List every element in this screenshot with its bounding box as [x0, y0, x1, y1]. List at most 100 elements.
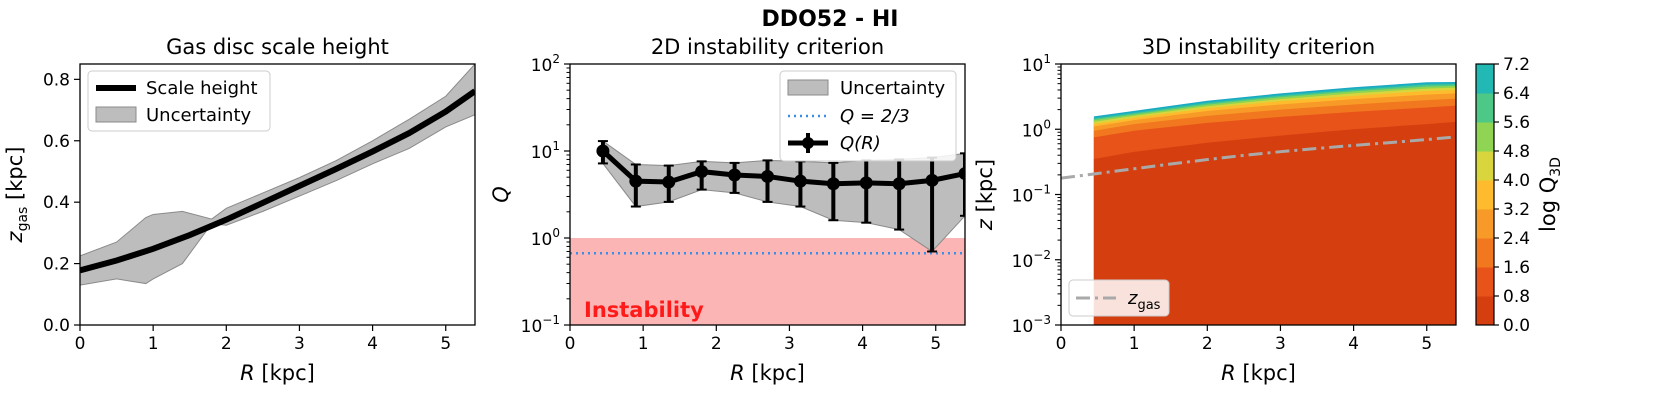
y-axis-label: Q	[489, 186, 513, 203]
colorbar-segment	[1476, 151, 1494, 181]
legend-label: Uncertainty	[840, 78, 946, 99]
legend-label: zgas	[1127, 288, 1161, 313]
legend-label: Q(R)	[840, 133, 881, 154]
x-tick-label: 4	[367, 334, 378, 354]
x-tick-label: 2	[711, 334, 722, 354]
legend: Uncertainty Q = 2/3 Q(R)	[779, 70, 957, 162]
legend-swatch-band	[95, 106, 137, 123]
x-tick-label: 4	[1348, 334, 1359, 354]
x-tick-label: 3	[294, 334, 305, 354]
x-axis-label: R [kpc]	[730, 361, 805, 385]
legend: Scale height Uncertainty	[87, 70, 271, 132]
q-point	[728, 168, 742, 182]
q-point	[695, 165, 709, 179]
q-point	[958, 167, 965, 181]
legend-box	[1068, 279, 1170, 317]
x-tick-label: 2	[1202, 334, 1213, 354]
x-tick-label: 5	[440, 334, 451, 354]
y-tick-label: 0.2	[43, 255, 70, 275]
y-tick-label: 100	[531, 226, 560, 250]
x-tick-label: 1	[638, 334, 649, 354]
legend-swatch-marker	[802, 137, 814, 149]
y-tick-label: 10−1	[1012, 183, 1051, 207]
panel-2d-instability: Instability 10−1 100 101 1 0 2 2D instability c…	[489, 35, 966, 385]
legend-label: Q = 2/3	[840, 106, 910, 127]
contour-level	[1093, 121, 1456, 325]
colorbar-frame	[1475, 63, 1495, 326]
panel-title: 3D instability criterion	[1142, 35, 1375, 59]
x-tick-label: 1	[148, 334, 159, 354]
instability-label: Instability	[584, 298, 704, 322]
q-point	[859, 176, 873, 190]
y-tick-label: 10−2	[1012, 248, 1051, 272]
colorbar-segment	[1476, 93, 1494, 123]
axes-frame	[1060, 63, 1457, 326]
q-point	[662, 175, 676, 189]
q-point	[761, 169, 774, 183]
colorbar-segment	[1476, 64, 1494, 94]
x-tick-label: 5	[930, 334, 941, 354]
y-axis-label: zgas [kpc]	[3, 147, 31, 244]
legend-label: Scale height	[146, 78, 258, 99]
x-tick-label: 0	[565, 334, 576, 354]
panel-3d-instability: 10−3 10−2 10−1 100 101 3D instability criteri…	[973, 35, 1457, 385]
q-point	[596, 144, 610, 158]
q-point	[826, 177, 840, 191]
legend: zgas	[1068, 279, 1170, 317]
colorbar-segment	[1476, 296, 1494, 326]
x-tick-label: 3	[1275, 334, 1286, 354]
colorbar-label: log Q3D	[1536, 157, 1564, 232]
y-tick-label: 0.0	[43, 316, 70, 336]
y-tick-label: 0.6	[43, 132, 70, 152]
panel-title: Gas disc scale height	[166, 35, 389, 59]
q-point	[892, 177, 906, 191]
x-tick-label: 0	[1056, 334, 1067, 354]
uncertainty-band	[80, 64, 475, 286]
colorbar-tick-label: 0.8	[1503, 287, 1530, 307]
colorbar-tick-label: 2.4	[1503, 229, 1530, 249]
legend-label: Uncertainty	[146, 105, 252, 126]
q-point	[629, 174, 643, 188]
colorbar-tick-label: 1.6	[1503, 258, 1530, 278]
axes-frame	[569, 63, 966, 326]
colorbar-segment	[1476, 238, 1494, 268]
colorbar-tick-label: 4.0	[1503, 171, 1530, 191]
colorbar-segment	[1476, 122, 1494, 152]
y-tick-label: 0.8	[43, 70, 70, 90]
x-tick-label: 2	[221, 334, 232, 354]
scale-height-line	[80, 88, 475, 274]
instability-region	[570, 238, 965, 325]
colorbar-tick-label: 4.8	[1503, 142, 1530, 162]
panel-scale-height: 0.0 0.2 0.4 0.6 0.8 Gas disc scale height 0 1 2 3…	[3, 35, 476, 385]
y-tick-label: 0.4	[43, 193, 70, 213]
x-tick-label: 1	[1129, 334, 1140, 354]
x-axis-label: R [kpc]	[240, 361, 315, 385]
y-tick-label: 10−3	[1012, 313, 1051, 337]
x-tick-label: 4	[857, 334, 868, 354]
colorbar-tick-label: 6.4	[1503, 84, 1530, 104]
colorbar-tick-label: 3.2	[1503, 200, 1530, 220]
y-tick-label: 100	[1022, 117, 1051, 141]
y-tick-label: 101	[1022, 52, 1051, 76]
x-tick-label: 0	[75, 334, 86, 354]
y-axis-label: z [kpc]	[973, 159, 997, 231]
y-tick-label: 10−1	[521, 313, 560, 337]
colorbar-tick-label: 0.0	[1503, 316, 1530, 336]
q-point	[793, 174, 807, 188]
x-tick-label: 5	[1421, 334, 1432, 354]
x-tick-label: 3	[784, 334, 795, 354]
legend-swatch-band	[787, 79, 829, 96]
colorbar-segment	[1476, 209, 1494, 239]
axes-frame	[79, 63, 476, 326]
colorbar: 0.0 0.8 1.6 2.4 3.2 4.0 4.8 5.6 6.4 7.2 log Q3D	[1475, 55, 1564, 336]
colorbar-tick-label: 7.2	[1503, 55, 1530, 75]
colorbar-segment	[1476, 180, 1494, 210]
figure-title: DDO52 - HI	[762, 7, 899, 32]
x-axis-label: R [kpc]	[1221, 361, 1296, 385]
colorbar-segment	[1476, 267, 1494, 297]
y-tick-label: 101	[531, 139, 560, 163]
q-point	[925, 173, 939, 187]
panel-title: 2D instability criterion	[651, 35, 884, 59]
colorbar-tick-label: 5.6	[1503, 113, 1530, 133]
